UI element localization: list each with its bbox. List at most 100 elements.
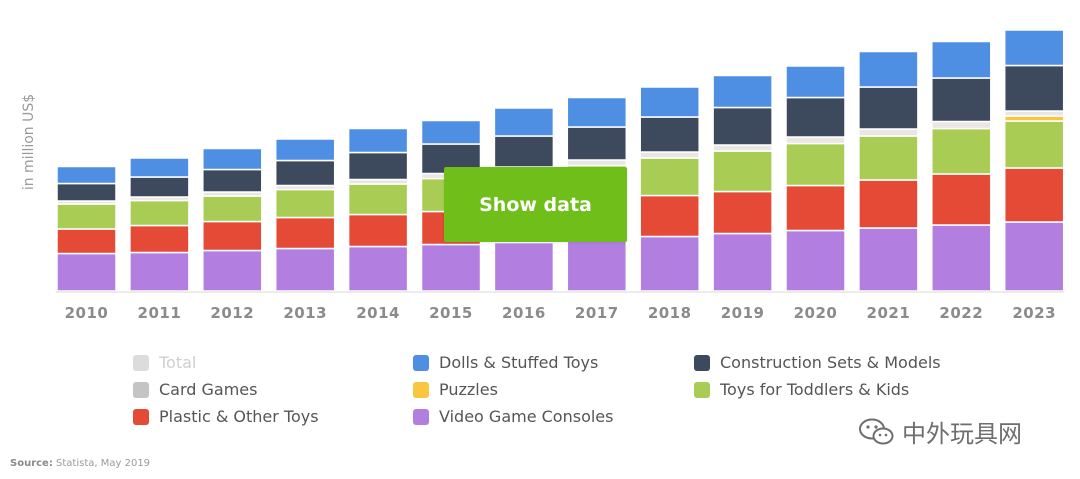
bar-segment[interactable] — [347, 151, 409, 181]
bar-segment[interactable] — [858, 179, 919, 229]
bar-segment[interactable] — [712, 190, 773, 235]
bar-segment[interactable] — [712, 74, 773, 109]
bar-segment[interactable] — [274, 247, 336, 292]
bar-segment[interactable] — [785, 136, 846, 145]
bar-segment[interactable] — [274, 138, 336, 162]
show-data-button[interactable]: Show data — [444, 167, 627, 242]
bar-segment[interactable] — [931, 40, 992, 79]
bar-segment[interactable] — [56, 228, 117, 255]
bar-segment[interactable] — [712, 144, 773, 152]
bar-segment[interactable] — [1003, 120, 1065, 169]
bar-segment[interactable] — [785, 96, 846, 138]
bar-segment[interactable] — [493, 241, 555, 292]
legend-label: Construction Sets & Models — [720, 353, 941, 372]
bar-stack-2022 — [931, 40, 992, 292]
bar-segment[interactable] — [566, 126, 628, 161]
x-tick-label: 2010 — [65, 304, 109, 322]
x-tick-labels: 2010 2011 2012 2013 2014 2015 2016 2017 2018 2019… — [65, 304, 1056, 322]
bar-segment[interactable] — [566, 159, 628, 167]
bar-segment[interactable] — [347, 213, 409, 248]
bar-segment[interactable] — [1003, 221, 1065, 292]
bar-segment[interactable] — [347, 127, 409, 154]
bar-segment[interactable] — [129, 157, 190, 178]
bar-segment[interactable] — [639, 235, 700, 292]
bar-segment[interactable] — [566, 96, 628, 128]
bar-segment[interactable] — [639, 194, 700, 238]
bar-segment[interactable] — [347, 245, 409, 292]
legend-label: Total — [159, 353, 197, 372]
x-tick-label: 2016 — [502, 304, 546, 322]
bar-segment[interactable] — [129, 251, 190, 292]
bar-segment[interactable] — [493, 135, 555, 168]
bar-segment[interactable] — [202, 195, 263, 223]
bar-segment[interactable] — [56, 182, 117, 202]
legend-label: Dolls & Stuffed Toys — [439, 353, 599, 372]
legend-item[interactable]: Construction Sets & Models — [694, 353, 941, 372]
x-tick-label: 2012 — [210, 304, 254, 322]
bar-segment[interactable] — [129, 224, 190, 254]
bar-segment[interactable] — [274, 216, 336, 250]
bar-segment[interactable] — [712, 150, 773, 193]
bar-segment[interactable] — [493, 107, 555, 137]
legend-item[interactable]: Total — [133, 353, 196, 372]
bar-segment[interactable] — [858, 128, 919, 137]
bar-segment[interactable] — [56, 165, 117, 185]
x-tick-label: 2015 — [429, 304, 473, 322]
bar-segment[interactable] — [785, 184, 846, 232]
legend-swatch — [413, 381, 429, 398]
bar-segment[interactable] — [129, 199, 190, 227]
bar-segment[interactable] — [858, 227, 919, 292]
bar-segment[interactable] — [420, 243, 482, 292]
bar-segment[interactable] — [639, 86, 700, 118]
source-text: Statista, May 2019 — [56, 458, 151, 469]
legend-item[interactable]: Dolls & Stuffed Toys — [413, 353, 598, 372]
bar-stack-2023 — [1003, 29, 1065, 292]
bar-segment[interactable] — [420, 119, 482, 145]
bar-segment[interactable] — [639, 116, 700, 153]
bar-segment[interactable] — [202, 220, 263, 252]
source-note: Source: Statista, May 2019 — [10, 458, 150, 469]
bar-segment[interactable] — [1003, 64, 1065, 112]
bar-segment[interactable] — [56, 203, 117, 230]
bar-segment[interactable] — [56, 252, 117, 292]
x-tick-label: 2017 — [575, 304, 619, 322]
legend-item[interactable]: Puzzles — [413, 380, 498, 399]
bar-segment[interactable] — [931, 120, 992, 130]
x-tick-label: 2021 — [867, 304, 911, 322]
legend-item[interactable]: Toys for Toddlers & Kids — [694, 380, 909, 399]
bar-segment[interactable] — [1003, 167, 1065, 223]
legend-label: Toys for Toddlers & Kids — [720, 380, 910, 399]
bar-stack-2011 — [129, 157, 190, 292]
bar-segment[interactable] — [785, 142, 846, 187]
bar-segment[interactable] — [639, 151, 700, 159]
bar-segment[interactable] — [785, 229, 846, 292]
bar-segment[interactable] — [785, 65, 846, 99]
bar-segment[interactable] — [202, 168, 263, 193]
bar-segment[interactable] — [129, 176, 190, 198]
bar-segment[interactable] — [566, 239, 628, 292]
x-tick-label: 2018 — [648, 304, 692, 322]
bar-segment[interactable] — [639, 157, 700, 197]
bar-stack-2021 — [858, 50, 919, 292]
bar-segment[interactable] — [931, 77, 992, 123]
bar-segment[interactable] — [931, 224, 992, 292]
bar-segment[interactable] — [858, 50, 919, 88]
bar-segment[interactable] — [274, 159, 336, 187]
legend-item[interactable]: Video Game Consoles — [413, 407, 613, 426]
bar-segment[interactable] — [931, 173, 992, 226]
bar-segment[interactable] — [1003, 29, 1065, 67]
legend-item[interactable]: Card Games — [133, 380, 257, 399]
bar-segment[interactable] — [712, 106, 773, 146]
bar-segment[interactable] — [347, 183, 409, 216]
bar-segment[interactable] — [274, 188, 336, 219]
bar-segment[interactable] — [202, 147, 263, 171]
bar-segment[interactable] — [712, 232, 773, 292]
legend-item[interactable]: Plastic & Other Toys — [133, 407, 319, 426]
bar-segment[interactable] — [858, 86, 919, 130]
bar-stack-2013 — [274, 138, 336, 292]
bar-segment[interactable] — [202, 249, 263, 292]
legend-swatch — [413, 354, 429, 371]
legend-swatch — [413, 408, 429, 425]
bar-segment[interactable] — [931, 127, 992, 175]
bar-segment[interactable] — [858, 135, 919, 181]
